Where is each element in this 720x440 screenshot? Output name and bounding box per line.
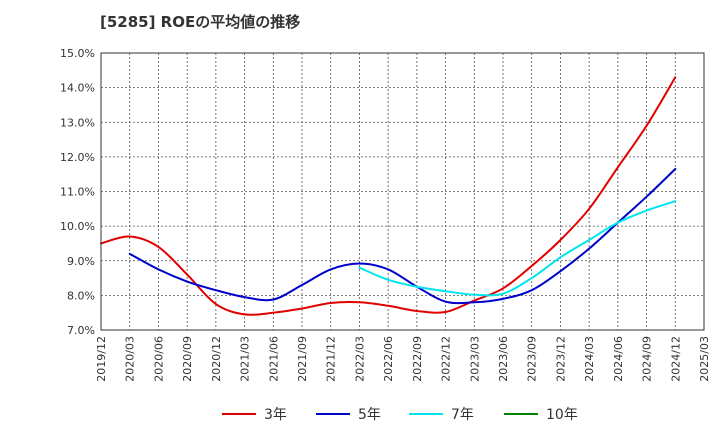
x-tick-label: 2021/03 (239, 336, 252, 382)
x-tick-label: 2022/06 (382, 336, 395, 382)
x-tick-label: 2024/12 (669, 336, 682, 382)
x-tick-label: 2019/12 (95, 336, 108, 382)
x-tick-label: 2021/09 (296, 336, 309, 382)
legend-label-1: 5年 (358, 407, 381, 423)
x-tick-label: 2022/09 (411, 336, 424, 382)
x-tick-label: 2023/09 (526, 336, 539, 382)
y-tick-label: 15.0% (60, 47, 95, 60)
series-line-2 (358, 200, 677, 297)
x-tick-label: 2020/12 (210, 336, 223, 382)
series-lines (100, 76, 677, 316)
x-tick-label: 2023/12 (554, 336, 567, 382)
x-tick-label: 2025/03 (698, 336, 711, 382)
y-tick-label: 13.0% (60, 116, 95, 129)
x-tick-label: 2021/06 (267, 336, 280, 382)
y-axis-ticks: 7.0% 8.0% 9.0% 10.0% 11.0% 12.0% 13.0% 14.0% 15.… (60, 47, 95, 337)
series-line-1 (128, 167, 677, 305)
x-tick-label: 2021/12 (325, 336, 338, 382)
x-tick-label: 2022/03 (353, 336, 366, 382)
legend-label-3: 10年 (546, 407, 578, 423)
x-tick-label: 2023/06 (497, 336, 510, 382)
legend: 3年 5年 7年 10年 (222, 407, 578, 423)
legend-label-0: 3年 (264, 407, 287, 423)
x-tick-label: 2024/06 (612, 336, 625, 382)
y-tick-label: 12.0% (60, 151, 95, 164)
x-axis-ticks: 2019/12 2020/03 2020/06 2020/09 2020/12 2021/… (95, 336, 711, 382)
x-tick-label: 2022/12 (440, 336, 453, 382)
plot-frame (100, 52, 705, 331)
x-tick-label: 2020/06 (152, 336, 165, 382)
y-tick-label: 9.0% (67, 255, 95, 268)
x-tick-label: 2020/09 (181, 336, 194, 382)
x-tick-label: 2023/03 (468, 336, 481, 382)
y-tick-label: 11.0% (60, 186, 95, 199)
y-tick-label: 14.0% (60, 82, 95, 95)
x-tick-label: 2024/03 (583, 336, 596, 382)
y-tick-label: 10.0% (60, 220, 95, 233)
y-tick-label: 7.0% (67, 324, 95, 337)
x-tick-label: 2024/09 (641, 336, 654, 382)
y-tick-label: 8.0% (67, 289, 95, 302)
chart-title: [5285] ROEの平均値の推移 (100, 13, 300, 31)
x-tick-label: 2020/03 (124, 336, 137, 382)
legend-label-2: 7年 (451, 407, 474, 423)
